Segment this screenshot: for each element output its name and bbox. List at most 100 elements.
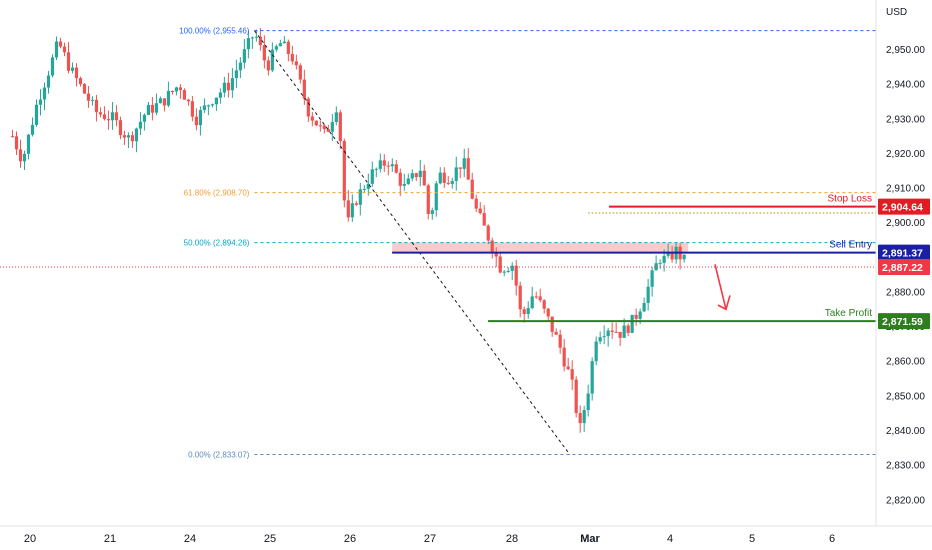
candle-body — [390, 164, 394, 167]
candle-body — [50, 57, 55, 76]
candle-body — [426, 185, 430, 214]
sell-zone-layer — [392, 242, 689, 253]
candle-body — [70, 67, 75, 71]
candle-body — [154, 103, 159, 113]
candle-body — [102, 114, 107, 120]
candle-body — [270, 49, 274, 71]
candle-body — [378, 160, 382, 169]
candle-body — [590, 361, 594, 394]
candle-body — [662, 255, 666, 263]
y-tick-label: 2,930.00 — [886, 114, 925, 125]
candle-body — [298, 65, 302, 80]
candle-body — [286, 41, 290, 54]
candle-body — [362, 188, 366, 190]
candle-body — [242, 49, 246, 63]
candle-body — [602, 336, 606, 338]
price-tag-bg — [878, 198, 930, 215]
candle-body — [366, 183, 370, 189]
candle-body — [486, 225, 490, 241]
candle-body — [86, 93, 91, 101]
fib-level-label: 0.00% (2,833.07) — [188, 450, 250, 459]
candle-body — [650, 270, 654, 287]
candle-body — [58, 41, 63, 47]
y-tick-label: 2,940.00 — [886, 80, 925, 91]
candle-body — [502, 271, 506, 273]
candle-body — [518, 285, 522, 310]
candle-body — [514, 265, 518, 286]
candle-body — [162, 98, 167, 106]
currency-label: USD — [886, 7, 907, 18]
x-tick-label: 4 — [667, 533, 673, 545]
candle-body — [254, 36, 258, 38]
candle-body — [414, 173, 418, 178]
x-tick-label: 26 — [344, 533, 356, 545]
y-tick-label: 2,850.00 — [886, 391, 925, 402]
candle-body — [238, 62, 242, 71]
candle-body — [34, 104, 39, 125]
candle-body — [350, 203, 354, 218]
candle-body — [322, 125, 326, 130]
candle-body — [410, 173, 414, 179]
trade-level-label: Sell Entry — [829, 240, 872, 251]
candle-body — [610, 330, 614, 332]
x-tick-label: 27 — [424, 533, 436, 545]
candle-body — [434, 183, 438, 211]
candle-body — [114, 112, 119, 121]
candle-body — [18, 149, 23, 162]
candle-body — [234, 70, 238, 79]
candle-body — [126, 135, 131, 138]
candle-body — [498, 256, 502, 273]
x-tick-label: Mar — [580, 533, 600, 545]
candle-body — [558, 334, 562, 348]
candle-body — [682, 254, 686, 260]
candle-body — [534, 296, 538, 298]
candle-body — [130, 135, 135, 142]
candle-body — [338, 112, 342, 142]
price-tag-bg — [878, 244, 930, 261]
candle-body — [222, 82, 226, 93]
candle-body — [26, 134, 31, 154]
price-tag: 2,891.37 — [882, 248, 923, 260]
candle-body — [482, 213, 486, 226]
candle-body — [358, 189, 362, 205]
candle-body — [526, 308, 530, 315]
fib-level-label: 50.00% (2,894.26) — [184, 239, 250, 248]
x-tick-label: 21 — [104, 533, 116, 545]
candle-body — [262, 45, 266, 61]
candle-body — [386, 165, 390, 167]
candle-body — [458, 167, 462, 169]
candle-body — [138, 121, 143, 129]
candle-body — [642, 303, 646, 312]
candle-body — [198, 110, 203, 126]
sell-zone — [392, 242, 689, 253]
candle-body — [442, 172, 446, 183]
candle-body — [202, 105, 206, 111]
candle-body — [546, 308, 550, 317]
candle-body — [646, 286, 650, 304]
y-tick-label: 2,830.00 — [886, 461, 925, 472]
x-tick-label: 20 — [24, 533, 36, 545]
candle-body — [142, 114, 147, 122]
candle-body — [38, 99, 43, 105]
candle-body — [122, 135, 127, 138]
candle-body — [666, 253, 670, 256]
fib-trendline — [254, 30, 571, 455]
candle-body — [618, 331, 622, 338]
candle-body — [522, 309, 526, 315]
candle-body — [30, 124, 35, 135]
candle-body — [398, 172, 402, 186]
trade-level-label: Take Profit — [825, 308, 872, 319]
candle-body — [94, 99, 99, 113]
price-tag: 2,871.59 — [882, 316, 923, 328]
candle-body — [670, 253, 674, 260]
candle-body — [10, 136, 15, 138]
candle-body — [562, 347, 566, 367]
candle-body — [418, 170, 422, 178]
candle-body — [478, 208, 482, 214]
candle-body — [90, 99, 95, 101]
candle-body — [494, 253, 498, 257]
candle-body — [638, 311, 642, 319]
candle-body — [382, 160, 386, 166]
candle-body — [210, 104, 214, 106]
